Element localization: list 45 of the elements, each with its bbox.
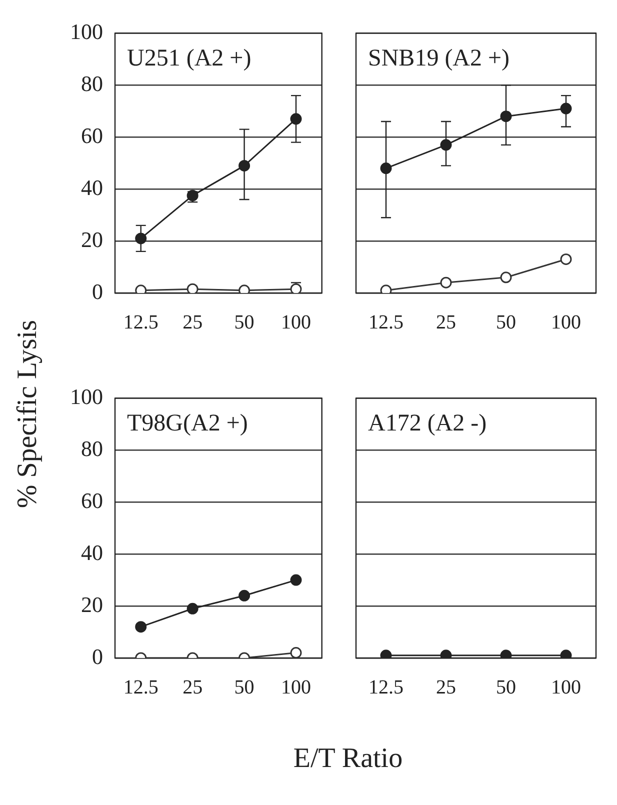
y-tick-label: 100 [70, 18, 103, 44]
point [440, 139, 452, 151]
y-tick-label: 20 [81, 592, 103, 617]
y-tick-label: 100 [70, 384, 103, 409]
text: T98G(A2 +) [127, 410, 248, 436]
x-tick-label: 50 [234, 676, 254, 698]
x-tick-label: 50 [234, 311, 254, 334]
y-axis-title: % Specific Lysis [12, 318, 44, 510]
x-tick-label: 12.5 [368, 676, 404, 698]
x-tick-label: 12.5 [123, 311, 158, 334]
x-axis-title: E/T Ratio [292, 743, 404, 775]
x-tick-label: 12.5 [123, 676, 158, 698]
y-tick-label: 40 [81, 540, 103, 565]
point [560, 102, 572, 114]
point [560, 253, 572, 265]
x-tick-label: 50 [496, 676, 516, 698]
text: U251 (A2 +) [127, 45, 252, 72]
point [135, 232, 147, 244]
text: A172 (A2 -) [368, 410, 487, 436]
y-tick-label: 80 [81, 70, 103, 96]
point [290, 113, 302, 125]
y-tick-label: 40 [81, 174, 103, 200]
x-tick-label: 100 [281, 311, 311, 334]
point [440, 276, 452, 288]
text: SNB19 (A2 +) [368, 45, 510, 72]
point [186, 283, 198, 293]
y-tick-label: 80 [81, 436, 103, 461]
y-tick-label: 60 [81, 488, 103, 513]
y-tick-label: 20 [81, 226, 103, 252]
y-tick-label: 60 [81, 122, 103, 148]
x-tick-label: 100 [551, 311, 581, 334]
x-tick-label: 50 [496, 311, 516, 334]
x-tick-label: 100 [551, 676, 581, 698]
x-tick-label: 25 [436, 676, 456, 698]
x-tick-label: 12.5 [368, 311, 404, 334]
x-tick-label: 25 [436, 311, 456, 334]
y-tick-label: 0 [92, 278, 103, 304]
x-tick-label: 25 [182, 311, 203, 334]
x-tick-label: 25 [182, 676, 203, 698]
point [500, 110, 512, 122]
point [500, 272, 512, 284]
y-tick-label: 0 [92, 644, 103, 669]
point [238, 160, 250, 172]
x-tick-label: 100 [281, 676, 311, 698]
point [380, 162, 392, 174]
